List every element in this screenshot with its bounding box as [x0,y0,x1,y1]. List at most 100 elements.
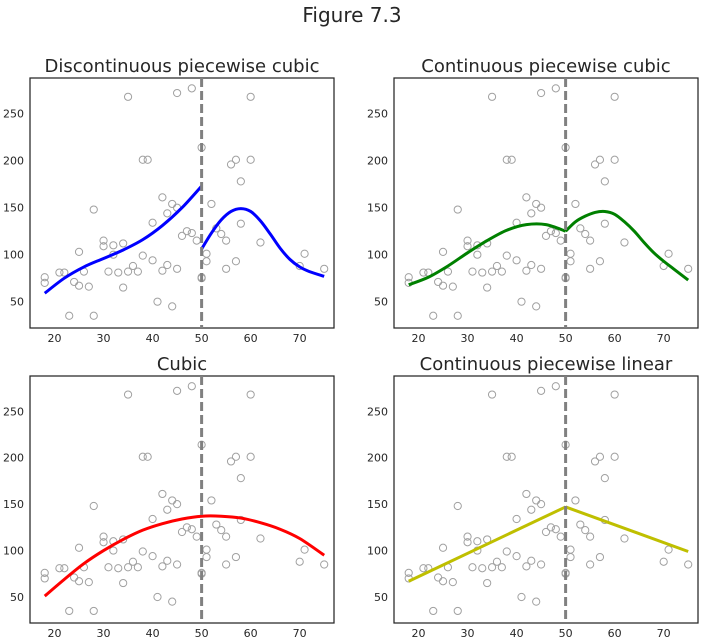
x-tick-label: 70 [657,332,671,345]
axes-frame [393,375,699,624]
scatter-point [610,452,619,461]
scatter-point [60,564,69,573]
scatter-point [158,562,167,571]
y-tick-label: 100 [3,545,24,558]
scatter-point [123,267,133,276]
scatter-point [483,578,492,588]
axes-frame [393,77,699,329]
scatter-point [177,527,187,537]
scatter-point [40,574,49,583]
scatter-point [104,563,113,572]
scatter-point [429,311,438,320]
scatter-point [620,238,629,247]
x-tick-label: 50 [195,332,209,345]
fit-line [565,505,689,553]
y-tick-label: 150 [367,202,388,215]
scatter-point [119,239,128,248]
y-tick-label: 150 [367,498,388,511]
y-tick-label: 200 [367,452,388,465]
plot-area [404,376,693,623]
x-tick-label: 60 [608,332,622,345]
x-tick-label: 20 [48,627,62,640]
scatter-point [231,155,241,164]
scatter-point [522,193,531,202]
scatter-point [99,538,108,547]
scatter-point [74,247,84,256]
scatter-point [99,236,108,245]
scatter-point [522,562,531,571]
scatter-point [546,227,556,236]
scatter-point [138,547,147,556]
y-tick-label: 100 [367,249,388,262]
scatter-point [40,278,49,287]
scatter-point [128,557,138,566]
scatter-point [182,227,192,236]
scatter-point [468,563,477,572]
scatter-point [532,302,541,311]
scatter-point [512,256,521,265]
scatter-point [133,563,142,572]
scatter-point [507,452,516,461]
x-tick-label: 40 [510,627,524,640]
scatter-point [478,268,487,277]
scatter-point [119,283,128,292]
scatter-point [487,92,497,101]
scatter-point [610,155,619,164]
scatter-point [163,505,172,514]
y-tick-label: 50 [10,296,24,309]
scatter-point [659,557,668,566]
scatter-point [536,386,546,395]
scatter-point [133,267,142,276]
scatter-point [231,452,241,461]
scatter-point [182,523,192,532]
scatter-point [512,552,521,561]
scatter-point [172,500,182,509]
x-tick-label: 60 [244,332,258,345]
scatter-point [512,514,521,524]
scatter-point [551,525,560,534]
scatter-point [492,261,502,271]
scatter-point [600,219,609,228]
scatter-point [123,563,133,572]
scatter-point [551,382,560,391]
x-tick-label: 50 [559,627,573,640]
scatter-point [463,538,472,547]
scatter-point [168,302,177,311]
scatter-point [438,543,448,552]
scatter-point [187,84,196,93]
scatter-point [99,242,108,251]
scatter-point [536,264,546,273]
scatter-point [114,268,123,277]
scatter-point [226,160,236,169]
axes-frame [29,77,335,329]
scatter-point [246,390,255,399]
scatter-point [158,489,167,499]
scatter-point [119,535,128,544]
scatter-point [172,560,182,569]
scatter-point [300,545,309,554]
scatter-point [217,229,226,239]
scatter-point [581,229,590,239]
scatter-point [172,386,182,395]
scatter-point [463,532,472,541]
fit-line [408,505,567,583]
scatter-point [419,268,428,277]
scatter-point [231,552,241,562]
scatter-point [404,273,413,282]
scatter-point [586,264,595,273]
scatter-point [541,231,551,240]
scatter-point [128,261,138,271]
fit-line [200,207,325,278]
panel-title: Continuous piecewise cubic [421,56,670,77]
scatter-point [517,592,526,602]
y-tick-label: 100 [3,249,24,262]
scatter-point [217,526,226,535]
scatter-point [468,267,477,276]
scatter-point [236,177,245,186]
scatter-point [546,523,556,532]
scatter-point [536,88,546,98]
scatter-point [487,267,497,276]
scatter-point [231,257,241,266]
panels: Discontinuous piecewise cubic 20 30 40 50 60 7… [3,56,699,640]
scatter-point [664,249,673,258]
